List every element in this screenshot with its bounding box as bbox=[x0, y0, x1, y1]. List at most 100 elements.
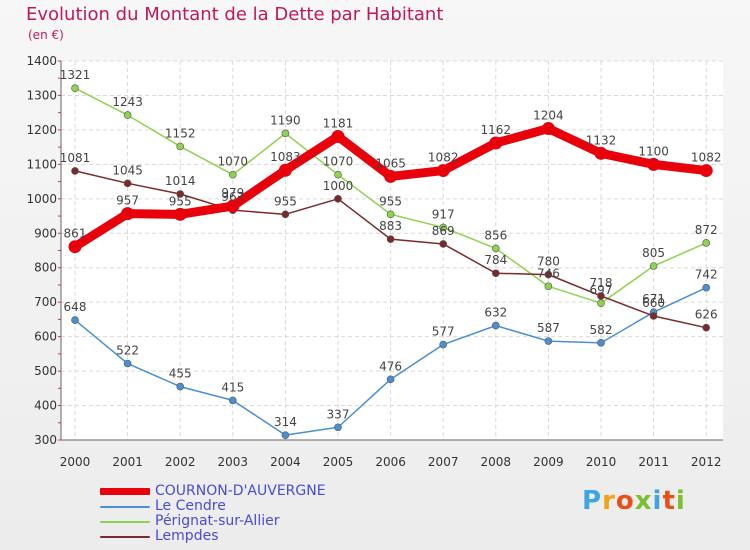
logo-letter: t bbox=[662, 486, 676, 516]
data-label: 1190 bbox=[270, 113, 301, 127]
data-point bbox=[121, 207, 135, 221]
data-point bbox=[334, 423, 342, 432]
y-tick-label: 1000 bbox=[26, 192, 57, 206]
data-label: 1082 bbox=[691, 151, 722, 165]
data-label: 1014 bbox=[165, 174, 196, 188]
data-point bbox=[123, 179, 132, 188]
data-point bbox=[173, 207, 187, 221]
data-point bbox=[439, 340, 448, 349]
legend-swatch bbox=[100, 506, 150, 508]
y-tick-label: 900 bbox=[34, 226, 57, 240]
data-point bbox=[597, 339, 605, 347]
y-tick-label: 700 bbox=[34, 295, 57, 309]
data-point bbox=[123, 111, 132, 119]
data-label: 955 bbox=[379, 194, 402, 208]
data-label: 632 bbox=[484, 306, 507, 320]
y-tick-label: 1400 bbox=[26, 54, 57, 68]
data-label: 1083 bbox=[270, 150, 301, 164]
data-label: 1100 bbox=[638, 144, 669, 158]
logo-letter: o bbox=[615, 486, 635, 516]
y-tick-label: 1200 bbox=[26, 123, 57, 137]
data-label: 577 bbox=[432, 325, 455, 339]
data-point bbox=[123, 359, 132, 368]
data-label: 697 bbox=[590, 283, 613, 297]
legend-label: Lempdes bbox=[155, 528, 219, 544]
data-label: 660 bbox=[642, 296, 665, 310]
data-label: 856 bbox=[484, 228, 507, 242]
data-point bbox=[439, 240, 448, 248]
data-label: 582 bbox=[590, 323, 613, 337]
data-label: 805 bbox=[642, 246, 665, 260]
y-tick-label: 500 bbox=[34, 364, 57, 378]
data-label: 780 bbox=[537, 255, 560, 269]
data-label: 955 bbox=[274, 194, 297, 208]
legend-swatch bbox=[100, 521, 150, 523]
logo-letter: i bbox=[652, 486, 663, 516]
data-point bbox=[597, 299, 605, 308]
legend-swatch bbox=[100, 488, 150, 495]
data-label: 1081 bbox=[60, 151, 91, 165]
data-label: 1070 bbox=[323, 155, 354, 169]
data-point bbox=[281, 210, 290, 219]
data-label-layer: 861 957 955 979 1083 1181 1065 1082 1162 1204 1132… bbox=[60, 68, 722, 429]
data-label: 476 bbox=[379, 359, 402, 373]
x-tick-label: 2000 bbox=[60, 455, 91, 469]
data-label: 979 bbox=[221, 186, 244, 200]
data-point bbox=[386, 235, 395, 243]
data-point bbox=[229, 396, 237, 405]
y-tick-label: 400 bbox=[34, 399, 57, 413]
x-tick-label: 2009 bbox=[533, 455, 564, 469]
data-point bbox=[649, 262, 658, 270]
x-tick-label: 2012 bbox=[691, 455, 722, 469]
data-point bbox=[176, 382, 184, 391]
data-point bbox=[647, 157, 661, 171]
data-label: 1070 bbox=[218, 155, 249, 169]
data-point bbox=[68, 240, 82, 254]
data-point bbox=[229, 170, 237, 179]
data-point bbox=[176, 142, 184, 151]
data-point bbox=[541, 122, 555, 136]
data-point bbox=[439, 223, 448, 232]
data-label: 1204 bbox=[533, 109, 564, 123]
data-label: 1045 bbox=[112, 163, 143, 177]
data-label: 587 bbox=[537, 321, 560, 335]
data-label: 967 bbox=[221, 190, 244, 204]
legend-label: Le Cendre bbox=[155, 498, 226, 514]
data-point bbox=[699, 164, 713, 178]
data-label: 1132 bbox=[586, 133, 617, 147]
data-label: 671 bbox=[642, 292, 665, 306]
data-point bbox=[331, 129, 345, 143]
data-point bbox=[281, 129, 290, 138]
logo-letter: P bbox=[582, 486, 603, 516]
data-point bbox=[334, 170, 342, 179]
data-point bbox=[386, 210, 395, 219]
data-point bbox=[384, 169, 398, 183]
data-point bbox=[649, 312, 658, 320]
data-label: 522 bbox=[116, 344, 139, 358]
y-tick-label: 600 bbox=[34, 330, 57, 344]
data-label: 742 bbox=[695, 268, 718, 282]
data-label: 648 bbox=[64, 300, 87, 314]
data-point bbox=[491, 244, 500, 253]
data-label: 1243 bbox=[112, 95, 143, 109]
data-point bbox=[544, 337, 553, 345]
data-label: 718 bbox=[590, 276, 613, 290]
data-point bbox=[544, 270, 553, 279]
data-point bbox=[71, 84, 79, 93]
logo-letter: i bbox=[675, 486, 686, 516]
data-label: 1152 bbox=[165, 126, 196, 140]
legend-swatch bbox=[100, 536, 150, 538]
x-tick-label: 2001 bbox=[112, 455, 143, 469]
x-tick-label: 2007 bbox=[428, 455, 459, 469]
data-label: 955 bbox=[169, 194, 192, 208]
data-point bbox=[594, 146, 608, 160]
data-point bbox=[334, 195, 342, 203]
x-tick-label: 2011 bbox=[638, 455, 669, 469]
data-label: 872 bbox=[695, 223, 718, 237]
data-label: 957 bbox=[116, 194, 139, 208]
data-point bbox=[436, 164, 450, 178]
x-tick-label: 2002 bbox=[165, 455, 196, 469]
data-point bbox=[176, 190, 184, 198]
chart-title: Evolution du Montant de la Dette par Hab… bbox=[26, 4, 444, 25]
